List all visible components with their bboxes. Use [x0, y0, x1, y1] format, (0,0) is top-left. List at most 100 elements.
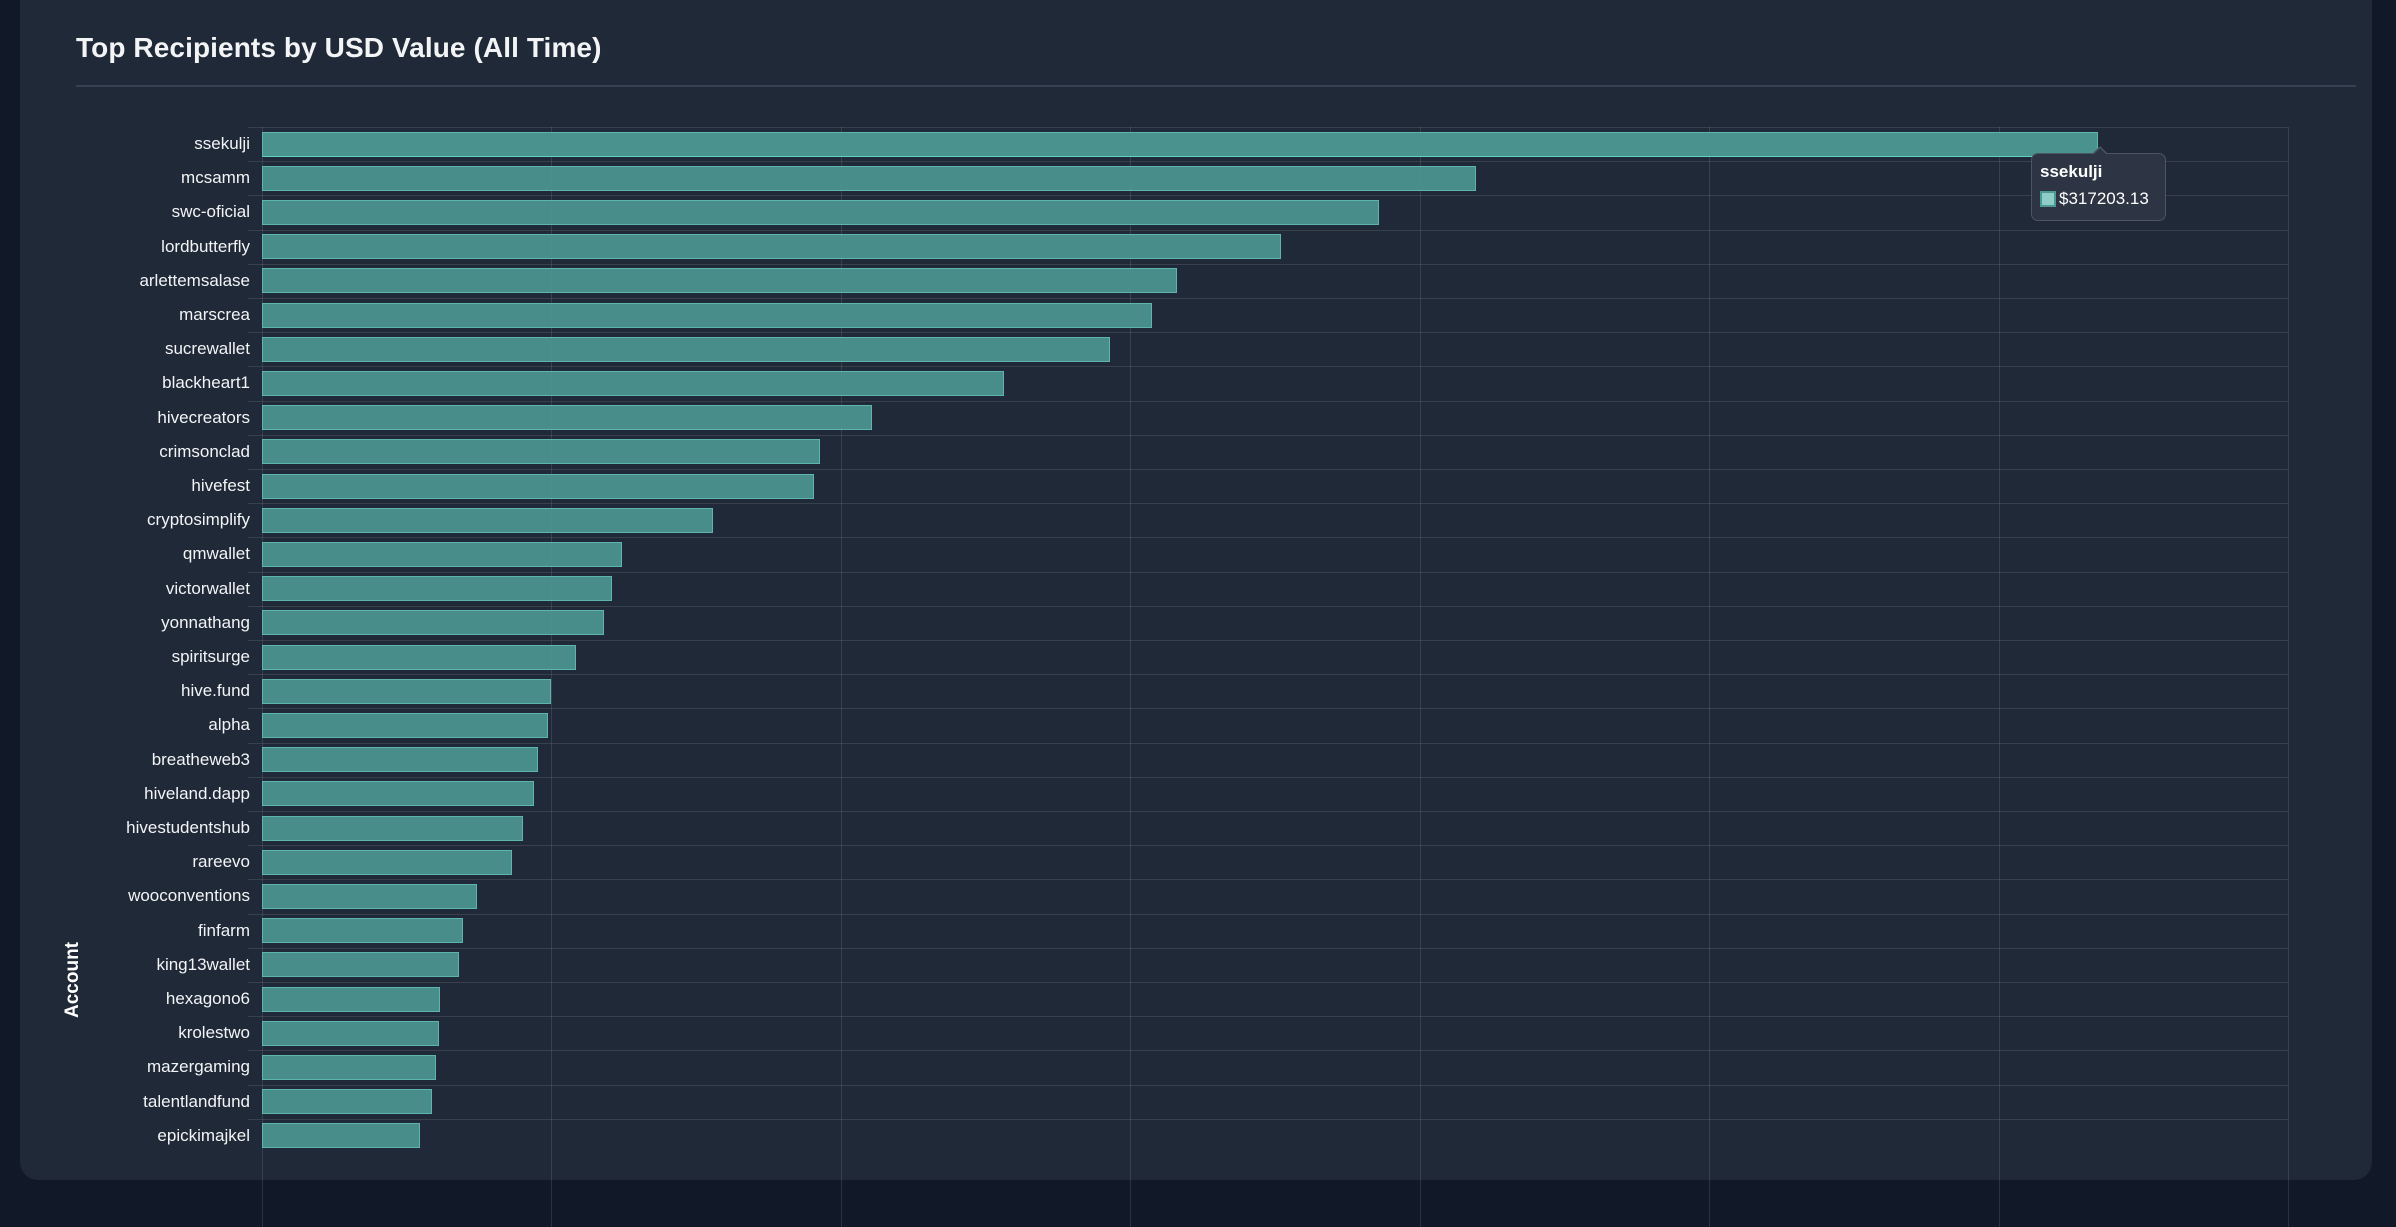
bar-sucrewallet[interactable]	[262, 336, 1111, 362]
bar-hivecreators[interactable]	[262, 405, 873, 431]
y-axis-label: cryptosimplify	[147, 510, 250, 530]
tooltip-value-line: $317203.13	[2040, 189, 2157, 209]
y-gridline	[248, 742, 2288, 744]
bar-hivefest[interactable]	[262, 473, 815, 499]
y-axis-label: blackheart1	[162, 373, 250, 393]
y-gridline	[248, 913, 2288, 915]
y-gridline	[248, 982, 2288, 983]
bar-mcsamm[interactable]	[262, 165, 1476, 191]
y-axis-label: mazergaming	[147, 1057, 250, 1077]
y-gridline	[248, 400, 2288, 402]
bar-spiritsurge[interactable]	[262, 644, 576, 670]
bar-mazergaming[interactable]	[262, 1055, 437, 1080]
y-gridline	[248, 640, 2288, 641]
y-gridline	[248, 127, 2288, 128]
y-gridline	[248, 845, 2288, 847]
bar-lordbutterfly[interactable]	[262, 234, 1281, 260]
y-gridline	[248, 879, 2288, 881]
y-axis-label: hivestudentshub	[126, 818, 250, 837]
bar-ssekulji[interactable]	[262, 131, 2099, 157]
bar-victorwallet[interactable]	[262, 576, 613, 602]
y-gridline	[248, 332, 2288, 334]
y-gridline	[248, 674, 2288, 676]
bar-cryptosimplify[interactable]	[262, 507, 713, 533]
y-axis-label: king13wallet	[156, 954, 250, 974]
y-gridline	[248, 366, 2288, 368]
y-gridline	[248, 776, 2288, 778]
bar-rareevo[interactable]	[262, 849, 513, 875]
y-axis-label: rareevo	[192, 852, 250, 872]
tooltip-account: ssekulji	[2040, 162, 2103, 181]
y-axis-label: qmwallet	[182, 544, 250, 564]
x-gridline	[840, 127, 842, 1227]
y-axis-label: crimsonclad	[159, 441, 250, 461]
bar-yonnathang[interactable]	[262, 610, 605, 636]
bar-hexagono6[interactable]	[262, 986, 441, 1012]
y-gridline	[248, 298, 2288, 299]
x-gridline	[551, 127, 553, 1227]
y-axis-label: talentlandfund	[143, 1091, 250, 1111]
y-axis-label: arlettemsalase	[139, 270, 250, 290]
bar-krolestwo[interactable]	[262, 1020, 440, 1046]
y-gridline	[248, 537, 2288, 539]
bar-hiveland-dapp[interactable]	[262, 781, 535, 807]
y-gridline	[248, 811, 2288, 812]
x-gridline	[262, 127, 263, 1227]
bar-finfarm[interactable]	[262, 918, 463, 944]
y-axis-label: hexagono6	[165, 989, 250, 1008]
x-gridline	[1130, 127, 1132, 1227]
y-axis-label: finfarm	[198, 920, 250, 940]
y-axis-label: marscrea	[179, 305, 250, 324]
bar-swc-oficial[interactable]	[262, 200, 1380, 225]
bar-talentlandfund[interactable]	[262, 1089, 433, 1115]
y-axis-label: ssekulji	[194, 134, 250, 153]
bar-qmwallet[interactable]	[262, 542, 623, 567]
y-axis-label: krolestwo	[178, 1023, 250, 1043]
y-gridline	[248, 571, 2288, 573]
y-axis-label: sucrewallet	[164, 339, 250, 359]
bar-wooconventions[interactable]	[262, 884, 477, 909]
y-gridline	[248, 161, 2288, 163]
y-gridline	[248, 469, 2288, 470]
y-axis-label: epickimajkel	[157, 1125, 250, 1145]
bar-hivestudentshub[interactable]	[262, 815, 524, 841]
tooltip: ssekulji $317203.13	[2031, 146, 2166, 221]
y-axis-label: hivecreators	[157, 407, 250, 427]
plot-area	[248, 127, 2289, 1227]
y-gridline	[248, 1050, 2288, 1052]
bar-hive-fund[interactable]	[262, 678, 551, 704]
y-gridline	[248, 1118, 2288, 1120]
y-axis-label: hive.fund	[181, 681, 250, 701]
bar-blackheart1[interactable]	[262, 371, 1005, 396]
bar-epickimajkel[interactable]	[262, 1123, 421, 1149]
y-gridline	[248, 1084, 2288, 1086]
y-gridline	[248, 195, 2288, 197]
tooltip-value: $317203.13	[2059, 189, 2149, 208]
chart-title: Top Recipients by USD Value (All Time)	[76, 32, 602, 63]
title-divider	[76, 85, 2356, 87]
bar-king13wallet[interactable]	[262, 952, 459, 978]
y-axis-label: hivefest	[191, 476, 250, 495]
y-axis-label: wooconventions	[128, 886, 250, 906]
bar-breatheweb3[interactable]	[262, 747, 539, 773]
bar-alpha[interactable]	[262, 713, 548, 738]
bar-marscrea[interactable]	[262, 302, 1153, 328]
y-axis-label: mcsamm	[181, 168, 250, 188]
legend-swatch-icon	[2040, 191, 2056, 207]
y-axis-label: hiveland.dapp	[144, 783, 250, 803]
y-axis-label: breatheweb3	[151, 749, 250, 769]
x-gridline	[2288, 127, 2289, 1227]
y-gridline	[248, 947, 2288, 949]
x-gridline	[1709, 127, 1711, 1227]
y-gridline	[248, 605, 2288, 607]
bar-arlettemsalase[interactable]	[262, 268, 1178, 294]
y-gridline	[248, 263, 2288, 265]
y-axis-label: yonnathang	[161, 612, 250, 632]
y-axis-label: victorwallet	[165, 578, 250, 598]
y-gridline	[248, 1016, 2288, 1018]
y-gridline	[248, 503, 2288, 505]
y-gridline	[248, 229, 2288, 231]
y-axis-label: lordbutterfly	[161, 236, 250, 256]
bar-crimsonclad[interactable]	[262, 439, 821, 465]
x-gridline	[1998, 127, 2000, 1227]
